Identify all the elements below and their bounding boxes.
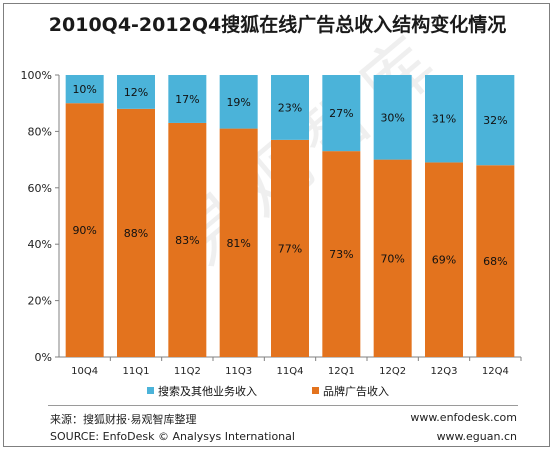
legend-swatch <box>312 387 319 394</box>
y-tick-label: 100% <box>21 69 52 82</box>
bar-brand-ads <box>476 165 515 357</box>
data-label-brand: 70% <box>380 252 404 265</box>
bar-search-other <box>373 75 412 160</box>
data-label-search: 17% <box>175 93 199 106</box>
x-tick-label: 11Q2 <box>174 366 201 377</box>
legend-label: 搜索及其他业务收入 <box>158 384 257 398</box>
x-tick-label: 12Q1 <box>328 366 355 377</box>
chart-title: 2010Q4-2012Q4搜狐在线广告总收入结构变化情况 <box>48 14 507 36</box>
y-tick-label: 20% <box>28 295 52 308</box>
y-tick-label: 80% <box>28 125 52 138</box>
bar-search-other <box>271 75 309 140</box>
data-label-search: 19% <box>226 96 250 109</box>
bar-search-other <box>425 75 463 163</box>
x-tick-label: 11Q3 <box>225 366 252 377</box>
y-tick-label: 60% <box>28 182 52 195</box>
bar-brand-ads <box>322 151 361 357</box>
legend-swatch <box>147 387 154 394</box>
bar-search-other <box>476 75 515 166</box>
data-label-search: 32% <box>483 114 507 127</box>
bar-brand-ads <box>271 139 309 357</box>
data-label-brand: 73% <box>329 248 353 261</box>
data-label-brand: 77% <box>278 242 302 255</box>
url-enfodesk: www.enfodesk.com <box>410 411 517 424</box>
data-label-brand: 83% <box>175 234 199 247</box>
x-tick-label: 12Q4 <box>482 366 509 377</box>
footer-divider <box>48 405 518 406</box>
bar-brand-ads <box>373 159 412 357</box>
bar-search-other <box>219 75 258 129</box>
bar-search-other <box>322 75 361 152</box>
url-eguan: www.eguan.cn <box>436 430 517 443</box>
bar-search-other <box>168 75 207 123</box>
data-label-search: 31% <box>432 113 456 126</box>
chart-frame <box>3 3 550 447</box>
data-label-search: 27% <box>329 107 353 120</box>
x-tick-label: 11Q1 <box>123 366 150 377</box>
bar-brand-ads <box>65 103 104 357</box>
data-label-brand: 69% <box>432 254 456 267</box>
data-label-search: 10% <box>72 83 96 96</box>
bar-brand-ads <box>168 122 207 357</box>
bar-brand-ads <box>425 162 463 357</box>
legend-label: 品牌广告收入 <box>323 384 389 398</box>
x-tick-label: 11Q4 <box>277 366 304 377</box>
data-label-brand: 68% <box>483 255 507 268</box>
source-en: SOURCE: EnfoDesk © Analysys Internationa… <box>50 430 295 443</box>
bar-search-other <box>117 75 155 109</box>
y-tick-label: 0% <box>35 351 52 364</box>
x-tick-label: 12Q2 <box>379 366 406 377</box>
bar-brand-ads <box>219 128 258 357</box>
x-tick-label: 10Q4 <box>71 366 98 377</box>
stacked-bar-chart: 0% 20% 40% 60% 80% 100% 10Q4 11Q1 11Q2 11Q3 11Q4 12… <box>21 69 522 398</box>
bar-brand-ads <box>117 108 155 357</box>
data-label-brand: 88% <box>124 227 148 240</box>
y-tick-label: 40% <box>28 238 52 251</box>
data-label-search: 12% <box>124 86 148 99</box>
source-cn: 来源：搜狐财报·易观智库整理 <box>50 413 197 426</box>
data-label-brand: 81% <box>226 237 250 250</box>
data-label-search: 30% <box>380 111 404 124</box>
data-label-search: 23% <box>278 101 302 114</box>
x-tick-label: 12Q3 <box>431 366 458 377</box>
bar-search-other <box>65 75 104 104</box>
data-label-brand: 90% <box>72 224 96 237</box>
